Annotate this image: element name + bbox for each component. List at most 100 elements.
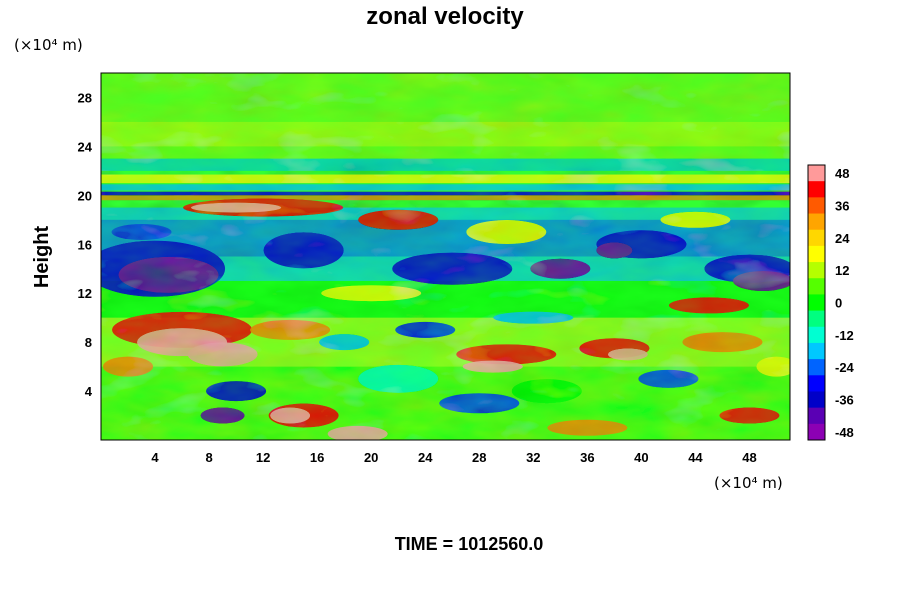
field-blob — [530, 258, 591, 279]
field-blob — [200, 407, 245, 424]
field-blob — [596, 242, 633, 259]
field-blob — [191, 202, 282, 213]
y-tick-label: 16 — [78, 237, 92, 252]
colorbar-tick-label: -12 — [835, 328, 854, 343]
field-blob — [118, 256, 219, 293]
field-blob — [756, 356, 790, 377]
field-blob — [607, 348, 648, 361]
field-blob — [321, 285, 422, 302]
x-tick-label: 44 — [688, 450, 703, 465]
colorbar-segment — [808, 375, 825, 392]
colorbar-segment — [808, 326, 825, 344]
colorbar-tick-label: 0 — [835, 296, 842, 311]
field-blob — [682, 332, 763, 353]
field-blob — [358, 364, 439, 393]
colorbar-segment — [808, 423, 825, 441]
time-label: TIME = 1012560.0 — [395, 534, 544, 554]
field-blob — [719, 407, 780, 424]
x-tick-label: 16 — [310, 450, 324, 465]
field-blob — [668, 297, 749, 314]
field-blob — [638, 369, 699, 388]
y-tick-label: 8 — [85, 335, 92, 350]
field-blob — [439, 393, 520, 414]
colorbar-segment — [808, 359, 825, 376]
colorbar-tick-label: 12 — [835, 263, 849, 278]
y-tick-label: 20 — [78, 188, 92, 203]
field-blob — [250, 319, 331, 340]
field-blob — [270, 407, 311, 424]
colorbar-segment — [808, 294, 825, 312]
colorbar-segment — [808, 278, 825, 295]
colorbar — [807, 164, 826, 441]
field-blob — [395, 321, 456, 338]
field-blob — [206, 381, 267, 402]
field-blob — [319, 334, 370, 351]
field-band — [101, 191, 790, 196]
plot-frame — [100, 72, 791, 441]
x-tick-label: 8 — [205, 450, 212, 465]
heatmap-field — [101, 73, 790, 440]
field-blob — [660, 211, 731, 228]
colorbar-segment — [808, 213, 825, 231]
field-band — [101, 121, 790, 147]
colorbar-segment — [808, 391, 825, 409]
colorbar-tick-label: 36 — [835, 198, 849, 213]
field-band — [101, 174, 790, 184]
x-tick-label: 36 — [580, 450, 594, 465]
y-tick-label: 4 — [85, 384, 93, 399]
x-axis-ticks: 4 8 12 16 20 24 28 32 36 40 44 48 — [151, 450, 756, 465]
field-band — [101, 195, 790, 201]
colorbar-segment — [808, 342, 825, 360]
y-tick-label: 12 — [78, 286, 92, 301]
field-band — [101, 184, 790, 191]
x-tick-label: 28 — [472, 450, 486, 465]
x-tick-label: 40 — [634, 450, 648, 465]
x-tick-label: 32 — [526, 450, 540, 465]
x-tick-label: 20 — [364, 450, 378, 465]
field-band — [101, 158, 790, 171]
colorbar-segment — [808, 197, 825, 215]
field-blob — [732, 270, 790, 291]
y-axis-unit-label: (×10⁴ m) — [14, 36, 83, 54]
colorbar-tick-label: -24 — [835, 360, 855, 375]
field-blob — [358, 209, 439, 230]
chart-title: zonal velocity — [366, 3, 524, 30]
colorbar-tick-label: 24 — [835, 231, 850, 246]
field-blob — [187, 342, 258, 367]
field-blob — [456, 344, 557, 365]
field-blob — [462, 360, 523, 373]
field-band — [101, 280, 790, 318]
colorbar-segment — [808, 165, 825, 182]
field-blob — [392, 252, 513, 285]
colorbar-segment — [808, 310, 825, 328]
y-tick-label: 28 — [78, 90, 92, 105]
colorbar-segment — [808, 229, 825, 247]
y-axis-label: Height — [31, 226, 53, 289]
field-blob — [327, 425, 388, 440]
field-blob — [466, 220, 547, 245]
field-blob — [263, 232, 344, 269]
y-axis-ticks: 4 8 12 16 20 24 28 — [78, 90, 93, 399]
colorbar-segment — [808, 245, 825, 263]
x-tick-label: 24 — [418, 450, 433, 465]
colorbar-segment — [808, 262, 825, 279]
x-tick-label: 12 — [256, 450, 270, 465]
colorbar-segment — [808, 181, 825, 198]
x-tick-label: 4 — [151, 450, 159, 465]
field-blob — [493, 311, 574, 324]
field-blob — [111, 224, 172, 241]
colorbar-ticks: 48 36 24 12 0 -12 -24 -36 -48 — [835, 166, 855, 440]
heatmap-plot-area — [101, 73, 790, 440]
colorbar-tick-label: 48 — [835, 166, 849, 181]
colorbar-segment — [808, 407, 825, 425]
y-tick-label: 24 — [78, 139, 93, 154]
field-blob — [103, 356, 154, 377]
field-blob — [547, 419, 628, 436]
x-axis-unit-label: (×10⁴ m) — [714, 474, 783, 492]
colorbar-frame — [807, 164, 826, 441]
field-blob — [511, 379, 582, 404]
colorbar-tick-label: -36 — [835, 393, 854, 408]
colorbar-tick-label: -48 — [835, 425, 854, 440]
x-tick-label: 48 — [742, 450, 756, 465]
